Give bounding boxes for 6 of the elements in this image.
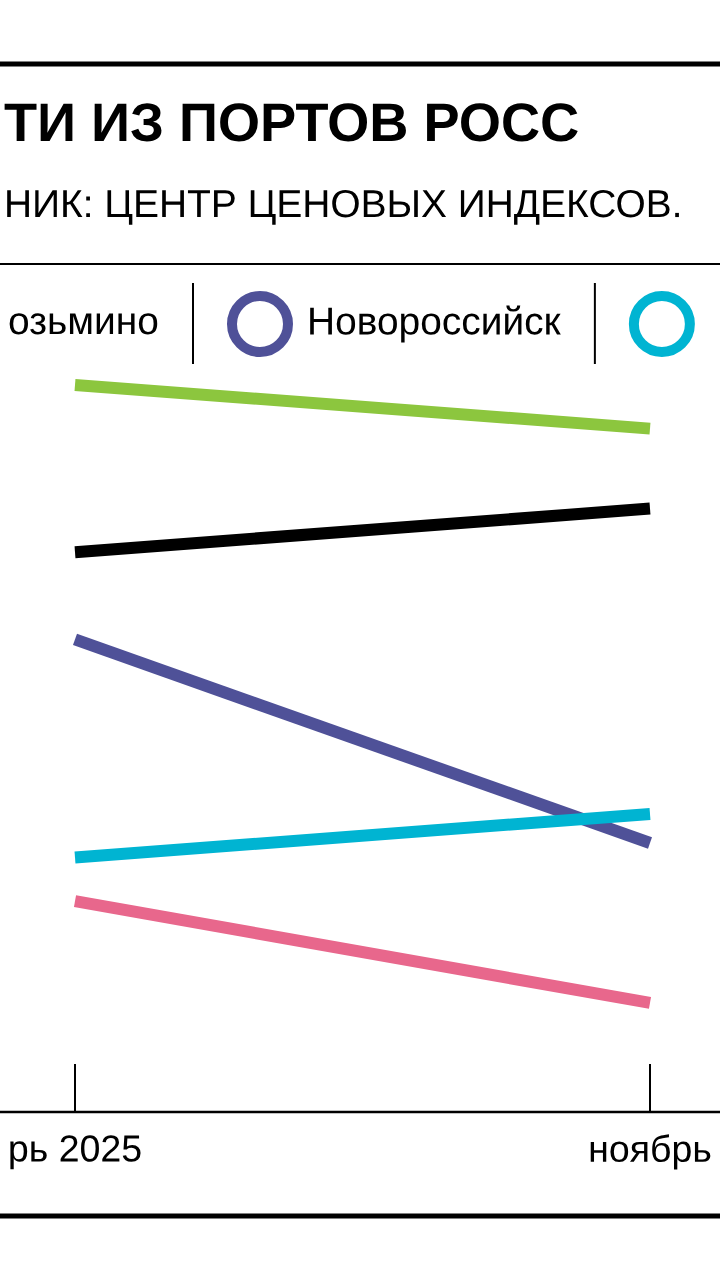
text: озьмино <box>9 313 158 335</box>
legend-label: Новороссийск <box>310 305 561 343</box>
chart-title: ТИ ИЗ ПОРТОВ РОСС <box>4 103 578 142</box>
chart-subtitle: НИК: ЦЕНТР ЦЕНОВЫХ ИНДЕКСОВ. <box>7 189 679 225</box>
x-tick-label: ноябрь <box>590 1134 711 1170</box>
x-tick-label: рь 2025 <box>10 1135 141 1170</box>
